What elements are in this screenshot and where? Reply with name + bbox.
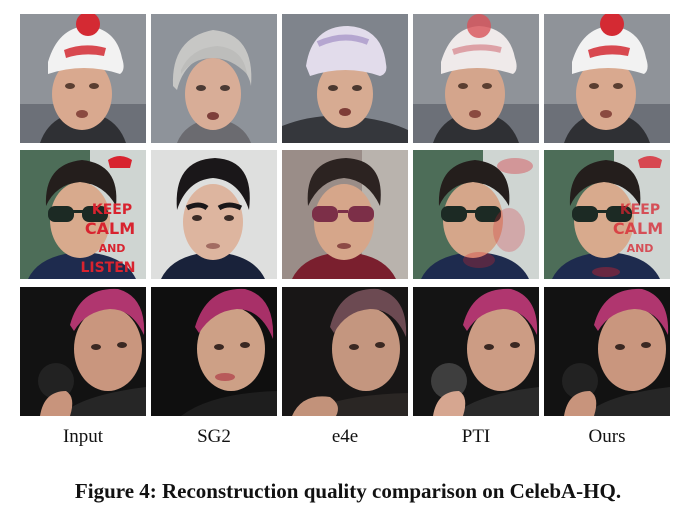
svg-text:KEEP: KEEP [92, 202, 132, 218]
cell-sg2-row1 [151, 14, 277, 143]
cell-sg2-row3 [151, 287, 277, 416]
svg-text:AND: AND [99, 242, 126, 255]
column-label-sg2: SG2 [197, 426, 231, 447]
cell-pti-row1 [413, 14, 539, 143]
svg-text:CALM: CALM [85, 219, 135, 238]
row-2: KEEP CALM AND LISTEN [20, 150, 670, 279]
cell-e4e-row2 [282, 150, 408, 279]
cell-e4e-row1 [282, 14, 408, 143]
cell-pti-row3 [413, 287, 539, 416]
cell-input-row1 [20, 14, 146, 143]
cell-sg2-row2 [151, 150, 277, 279]
cell-pti-row2 [413, 150, 539, 279]
svg-text:CALM: CALM [613, 219, 663, 238]
row-1 [20, 14, 670, 143]
svg-text:LISTEN: LISTEN [80, 260, 135, 276]
svg-text:AND: AND [627, 242, 654, 255]
cell-ours-row1 [544, 14, 670, 143]
column-label-pti: PTI [461, 426, 491, 447]
column-labels: Input SG2 e4e PTI Ours [20, 424, 670, 450]
cell-ours-row2: KEEP CALM AND [544, 150, 670, 279]
column-label-ours: Ours [588, 426, 626, 447]
figure-caption: Figure 4: Reconstruction quality compari… [74, 479, 622, 503]
cell-ours-row3 [544, 287, 670, 416]
row-3 [20, 287, 670, 416]
svg-text:KEEP: KEEP [620, 202, 660, 218]
column-label-e4e: e4e [331, 426, 359, 447]
cell-input-row3 [20, 287, 146, 416]
cell-e4e-row3 [282, 287, 408, 416]
column-label-input: Input [62, 426, 104, 447]
cell-input-row2: KEEP CALM AND LISTEN [20, 150, 146, 279]
